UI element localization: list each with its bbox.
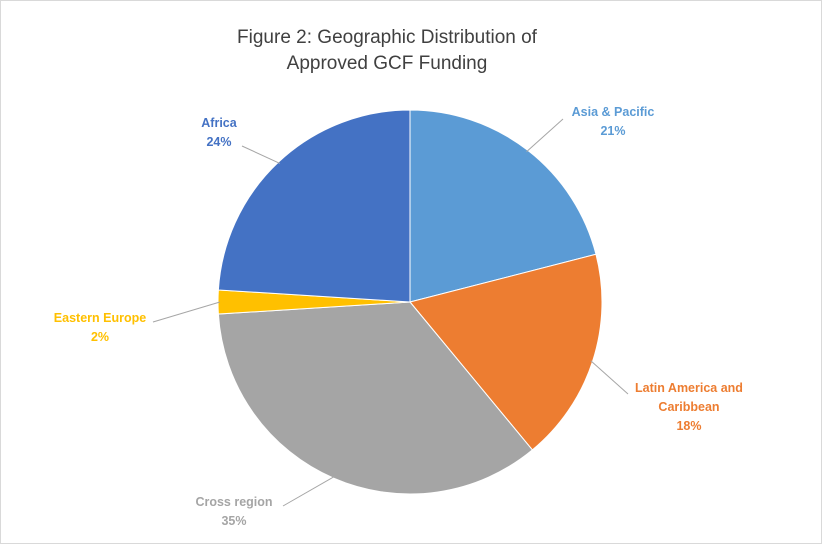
chart-title-line-1: Figure 2: Geographic Distribution of bbox=[237, 27, 538, 48]
slice-percent-label: 24% bbox=[206, 135, 231, 149]
pie-slice bbox=[409, 253, 603, 451]
chart-title-line-2: Approved GCF Funding bbox=[287, 53, 488, 74]
slice-category-label: Cross region bbox=[195, 495, 272, 509]
pie-slice bbox=[217, 109, 411, 303]
leader-line bbox=[590, 360, 629, 395]
pie-labels: Asia & Pacific 21% Latin America and Caribb… bbox=[54, 105, 743, 528]
slice-category-label: Asia & Pacific bbox=[572, 105, 655, 119]
leader-line bbox=[282, 476, 335, 507]
slice-percent-label: 18% bbox=[676, 419, 701, 433]
slice-category-label: Eastern Europe bbox=[54, 311, 146, 325]
slice-percent-label: 2% bbox=[91, 330, 109, 344]
leader-line bbox=[526, 118, 564, 153]
leader-line bbox=[152, 301, 221, 323]
pie-slices bbox=[217, 109, 603, 495]
leader-line bbox=[241, 145, 281, 164]
slice-category-label: Africa bbox=[201, 116, 237, 130]
pie-slice bbox=[217, 301, 534, 495]
slice-category-label: Caribbean bbox=[658, 400, 719, 414]
slice-percent-label: 21% bbox=[600, 124, 625, 138]
slice-percent-label: 35% bbox=[221, 514, 246, 528]
slice-category-label: Latin America and bbox=[635, 381, 743, 395]
